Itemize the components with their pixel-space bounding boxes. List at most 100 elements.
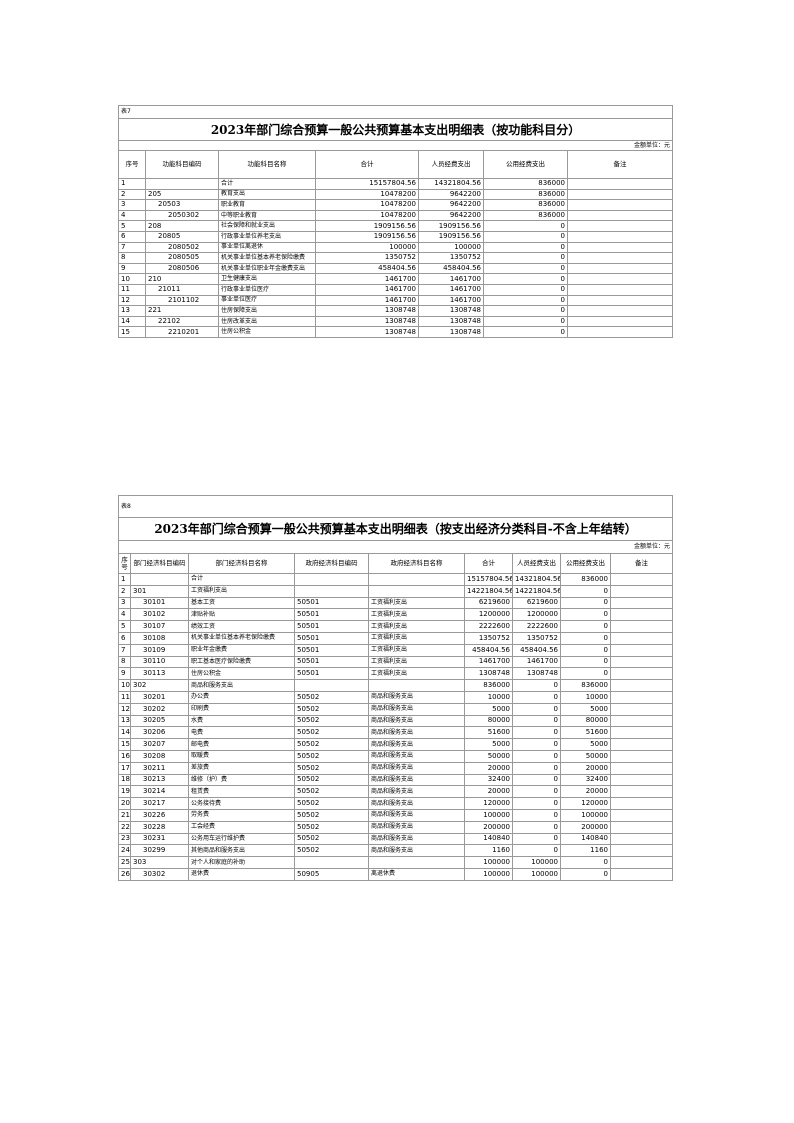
cell: 商品和服务支出 bbox=[368, 702, 465, 716]
data-row: 6 30108 机关事业单位基本养老保险缴费 50501 工资福利支出 1350752 13… bbox=[118, 631, 674, 645]
cell: 9642200 bbox=[418, 188, 484, 201]
cell: 0 bbox=[483, 283, 568, 296]
cell: 2101102 bbox=[145, 294, 219, 307]
table-title: 2023年部门综合预算一般公共预算基本支出明细表（按功能科目分） bbox=[117, 118, 674, 141]
cell bbox=[145, 178, 219, 190]
cell: 100000 bbox=[560, 808, 611, 822]
table-title: 2023年部门综合预算一般公共预算基本支出明细表（按支出经济分类科目-不含上年结… bbox=[117, 517, 674, 541]
unit-label-row: 金额单位：元 bbox=[117, 140, 674, 151]
cell: 0 bbox=[483, 315, 568, 328]
cell: 50502 bbox=[294, 820, 369, 834]
cell bbox=[566, 252, 674, 264]
cell: 10000 bbox=[560, 690, 611, 704]
cell: 教育支出 bbox=[218, 188, 316, 201]
cell: 0 bbox=[512, 679, 561, 692]
cell: 12 bbox=[118, 294, 146, 307]
cell: 0 bbox=[512, 749, 561, 763]
cell: 取暖费 bbox=[188, 749, 295, 763]
cell: 住房公积金 bbox=[218, 326, 316, 338]
data-row: 4 30102 津贴补贴 50501 工资福利支出 1200000 1200000 0 bbox=[118, 608, 674, 622]
cell: 0 bbox=[483, 230, 568, 243]
cell: 绩效工资 bbox=[188, 620, 295, 633]
column-header: 公用经费支出 bbox=[483, 150, 568, 179]
cell: 50501 bbox=[294, 655, 369, 669]
cell bbox=[609, 667, 674, 681]
cell: 0 bbox=[560, 620, 611, 633]
column-header: 合计 bbox=[315, 150, 419, 179]
cell bbox=[294, 573, 369, 586]
cell: 0 bbox=[512, 690, 561, 704]
cell: 商品和服务支出 bbox=[188, 679, 295, 692]
cell bbox=[609, 749, 674, 763]
cell: 50502 bbox=[294, 702, 369, 716]
cell: 1909156.56 bbox=[315, 230, 419, 243]
data-row: 14 30206 电费 50502 商品和服务支出 51600 0 51600 bbox=[118, 726, 674, 740]
cell: 1160 bbox=[464, 844, 513, 858]
cell: 22 bbox=[118, 820, 131, 834]
cell: 0 bbox=[512, 738, 561, 751]
cell: 3 bbox=[118, 199, 146, 211]
cell: 221 bbox=[145, 305, 219, 317]
cell: 0 bbox=[560, 867, 611, 881]
cell: 7 bbox=[118, 241, 146, 254]
cell: 工资福利支出 bbox=[368, 620, 465, 633]
data-row: 15 30207 邮电费 50502 商品和服务支出 5000 0 5000 bbox=[118, 738, 674, 751]
cell: 30207 bbox=[130, 738, 189, 751]
cell: 0 bbox=[483, 241, 568, 254]
cell: 24 bbox=[118, 844, 131, 858]
cell: 1308748 bbox=[315, 326, 419, 338]
cell: 1308748 bbox=[418, 305, 484, 317]
data-row: 8 2080505 机关事业单位基本养老保险缴费 1350752 1350752 0 bbox=[118, 252, 674, 264]
cell: 301 bbox=[130, 584, 189, 598]
cell: 1350752 bbox=[512, 631, 561, 645]
data-row: 3 20503 职业教育 10478200 9642200 836000 bbox=[118, 199, 674, 211]
cell: 1461700 bbox=[512, 655, 561, 669]
cell: 21 bbox=[118, 808, 131, 822]
column-header: 备注 bbox=[566, 150, 674, 179]
cell bbox=[566, 230, 674, 243]
data-row: 23 30231 公务用车运行维护费 50502 商品和服务支出 140840 0 14084… bbox=[118, 832, 674, 846]
cell: 30214 bbox=[130, 785, 189, 799]
unit-label-row: 金额单位：元 bbox=[117, 540, 674, 554]
cell bbox=[566, 273, 674, 285]
cell: 30202 bbox=[130, 702, 189, 716]
cell: 30299 bbox=[130, 844, 189, 858]
data-row: 5 208 社会保障和就业支出 1909156.56 1909156.56 0 bbox=[118, 220, 674, 232]
cell: 11 bbox=[118, 283, 146, 296]
cell: 836000 bbox=[483, 209, 568, 222]
cell: 0 bbox=[512, 702, 561, 716]
cell: 32400 bbox=[464, 773, 513, 787]
cell: 210 bbox=[145, 273, 219, 285]
cell: 140840 bbox=[464, 832, 513, 846]
cell: 200000 bbox=[464, 820, 513, 834]
cell bbox=[609, 867, 674, 881]
cell: 458404.56 bbox=[512, 643, 561, 657]
cell: 100000 bbox=[418, 241, 484, 254]
cell: 1 bbox=[118, 178, 146, 190]
data-row: 26 30302 退休费 50905 离退休费 100000 100000 0 bbox=[118, 867, 674, 881]
cell: 50502 bbox=[294, 844, 369, 858]
cell bbox=[609, 608, 674, 622]
cell: 社会保障和就业支出 bbox=[218, 220, 316, 232]
unit-label: 金额单位：元 bbox=[117, 540, 674, 554]
cell bbox=[609, 773, 674, 787]
cell: 工资福利支出 bbox=[368, 655, 465, 669]
cell: 18 bbox=[118, 773, 131, 787]
cell: 1200000 bbox=[464, 608, 513, 622]
cell: 14321804.56 bbox=[512, 573, 561, 586]
cell: 2210201 bbox=[145, 326, 219, 338]
cell bbox=[609, 738, 674, 751]
cell: 1 bbox=[118, 573, 131, 586]
cell: 15157804.56 bbox=[315, 178, 419, 190]
cell: 5000 bbox=[464, 738, 513, 751]
cell bbox=[609, 643, 674, 657]
cell: 51600 bbox=[464, 726, 513, 740]
cell: 14321804.56 bbox=[418, 178, 484, 190]
cell: 30109 bbox=[130, 643, 189, 657]
column-header: 序号 bbox=[118, 553, 131, 574]
cell: 17 bbox=[118, 761, 131, 775]
cell: 11 bbox=[118, 690, 131, 704]
cell: 工资福利支出 bbox=[368, 667, 465, 681]
